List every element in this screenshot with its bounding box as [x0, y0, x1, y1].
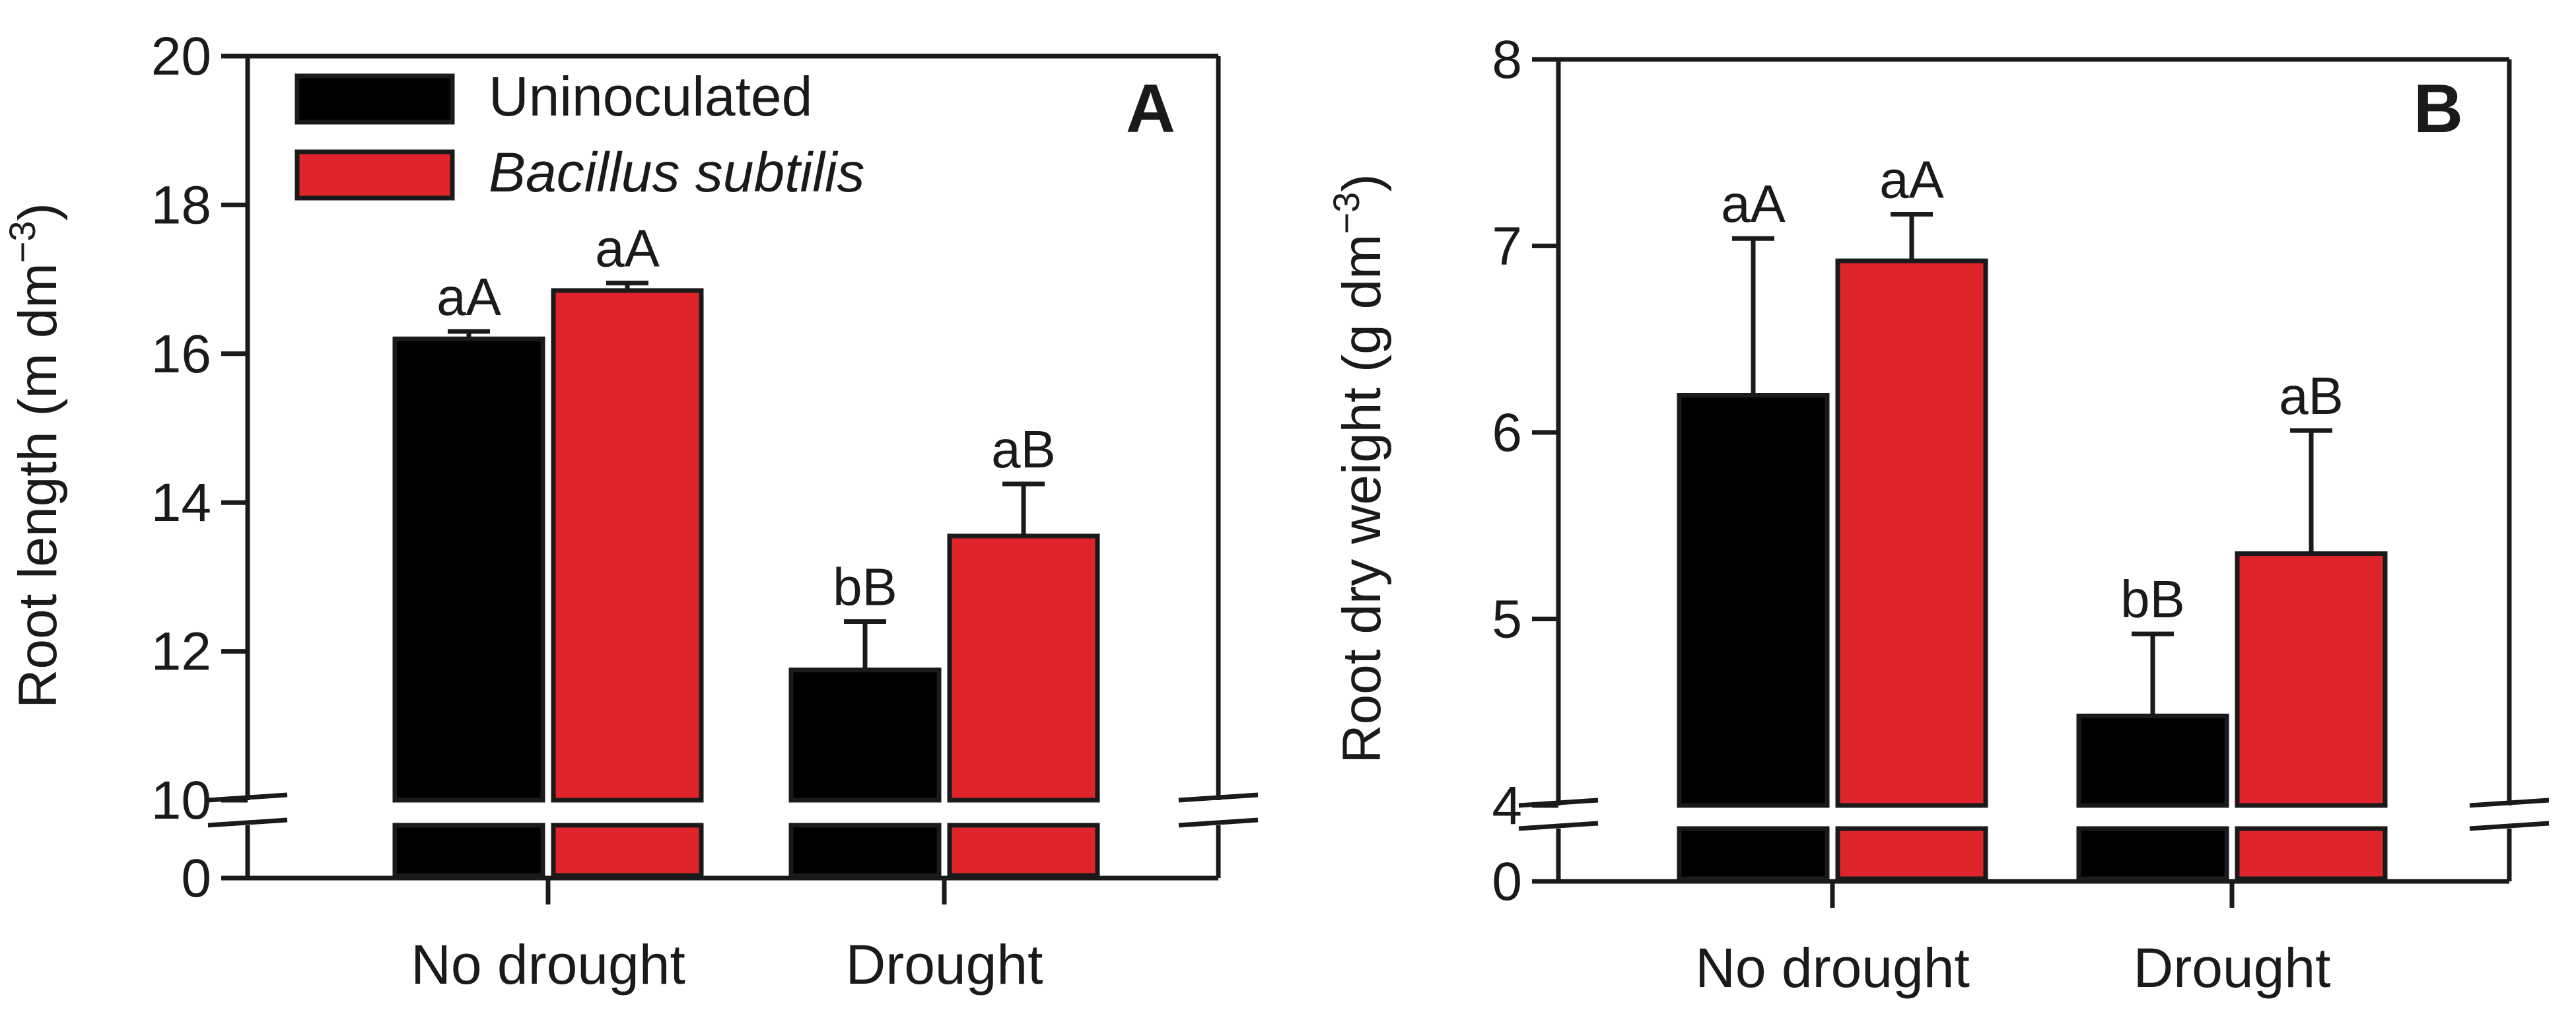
- y-tick-label: 10: [151, 770, 211, 831]
- significance-label: bB: [833, 558, 897, 617]
- panel-letter: B: [2414, 71, 2463, 147]
- axis-break-mark: [2469, 798, 2550, 808]
- panel-a: 10 12 14 16 18 20 0 No drought Drought Root lengt…: [1, 26, 1259, 996]
- significance-label: aB: [2279, 366, 2344, 425]
- bar-bacillus-drought: [947, 533, 1100, 803]
- bar-segment-lower: [2076, 826, 2229, 881]
- bar-segment-lower: [1835, 826, 1988, 881]
- y-tick-label: 8: [1492, 30, 1522, 90]
- y-tick-label: 14: [151, 473, 211, 533]
- panel-b: 4 5 6 7 8 0 No drought Drought Root dry weight (…: [1325, 30, 2550, 999]
- significance-label: aA: [595, 219, 660, 278]
- bar-segment-lower: [1677, 826, 1830, 881]
- bar-segment-lower: [947, 823, 1100, 878]
- y-axis-title: Root dry weight (g dm−3): [1325, 174, 1392, 763]
- bar-segment-lower: [392, 823, 545, 878]
- bar-uninoculated-drought: [2076, 713, 2229, 808]
- x-category-label: Drought: [2134, 937, 2331, 999]
- significance-label: bB: [2120, 570, 2185, 629]
- y-tick-label: 16: [151, 324, 211, 384]
- axis-break-mark: [207, 817, 288, 828]
- bar-segment-lower: [551, 823, 704, 878]
- legend-label: Bacillus subtilis: [489, 141, 865, 203]
- y-tick-label: 5: [1492, 590, 1522, 650]
- y-tick-label: 6: [1492, 403, 1522, 463]
- significance-label: aA: [1879, 150, 1944, 209]
- legend: Uninoculated Bacillus subtilis: [295, 65, 865, 203]
- bar-bacillus-drought: [2235, 551, 2388, 808]
- axis-break-mark: [2469, 821, 2550, 831]
- legend-label: Uninoculated: [489, 65, 812, 127]
- y-tick-label: 0: [181, 848, 211, 908]
- y-tick-label: 20: [151, 26, 211, 86]
- axis-break-mark: [1178, 792, 1259, 803]
- bar-segment-lower: [2235, 826, 2388, 881]
- axis-break-mark: [1178, 817, 1259, 828]
- y-tick-label: 18: [151, 175, 211, 235]
- significance-label: aA: [436, 267, 501, 326]
- bar-uninoculated-no-drought: [1677, 393, 1830, 808]
- axis-break-mark: [1518, 821, 1599, 831]
- y-tick-label: 4: [1492, 776, 1522, 836]
- bar-uninoculated-drought: [788, 667, 942, 803]
- y-tick-label: 7: [1492, 217, 1522, 277]
- y-axis-title: Root length (m dm−3): [1, 203, 68, 708]
- x-category-label: No drought: [411, 934, 685, 996]
- significance-label: aB: [991, 420, 1056, 479]
- significance-label: aA: [1721, 174, 1786, 233]
- legend-swatch: [295, 73, 455, 125]
- legend-swatch: [295, 149, 455, 201]
- bar-bacillus-no-drought: [1835, 258, 1988, 808]
- bar-uninoculated-no-drought: [392, 336, 545, 803]
- y-tick-label: 0: [1492, 852, 1522, 912]
- bar-bacillus-no-drought: [551, 288, 704, 803]
- x-category-label: Drought: [846, 934, 1043, 996]
- panel-letter: A: [1126, 71, 1175, 147]
- y-tick-label: 12: [151, 622, 211, 682]
- bar-segment-lower: [788, 823, 942, 878]
- x-category-label: No drought: [1695, 937, 1970, 999]
